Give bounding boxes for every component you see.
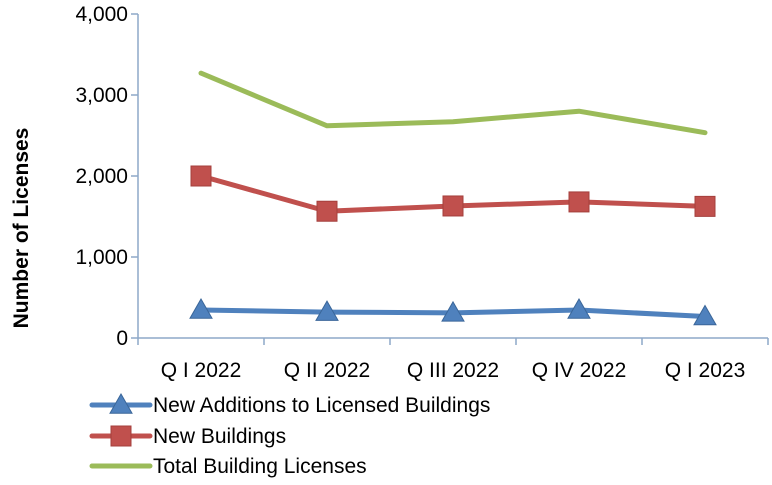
- x-tick-label: Q IV 2022: [532, 359, 627, 382]
- x-tick-label: Q III 2022: [407, 359, 499, 382]
- tick-labels: 0 1,000 2,000 3,000 4,000 Q I 2022 Q II 2022 Q …: [75, 3, 745, 382]
- y-tick-label: 0: [116, 327, 128, 350]
- series-lines: [189, 70, 717, 326]
- y-axis-label: Number of Licenses: [10, 128, 33, 329]
- y-tick-label: 4,000: [75, 3, 128, 26]
- data-point-1-0: [190, 165, 212, 187]
- legend-label: Total Building Licenses: [153, 455, 367, 478]
- legend-marker: [110, 425, 132, 447]
- data-point-0-4: [693, 304, 717, 326]
- legend-label: New Buildings: [153, 425, 286, 448]
- data-point-0-3: [567, 298, 591, 319]
- series-line-2: [198, 70, 708, 136]
- x-tick-label: Q I 2022: [161, 359, 242, 382]
- data-point-0-1: [315, 300, 339, 321]
- data-point-1-3: [568, 191, 590, 213]
- legend-marker: [109, 392, 133, 414]
- legend: New Additions to Licensed Buildings New B…: [89, 392, 490, 478]
- y-tick-label: 3,000: [75, 84, 128, 107]
- data-point-1-2: [442, 195, 464, 217]
- data-point-0-0: [189, 298, 213, 319]
- axes: [131, 13, 769, 345]
- data-point-1-4: [694, 195, 716, 217]
- x-tick-label: Q II 2022: [284, 359, 370, 382]
- y-tick-label: 1,000: [75, 246, 128, 269]
- x-tick-label: Q I 2023: [665, 359, 746, 382]
- legend-label: New Additions to Licensed Buildings: [153, 394, 490, 417]
- data-point-0-2: [441, 300, 465, 322]
- data-point-1-1: [316, 200, 338, 222]
- y-tick-label: 2,000: [75, 165, 128, 188]
